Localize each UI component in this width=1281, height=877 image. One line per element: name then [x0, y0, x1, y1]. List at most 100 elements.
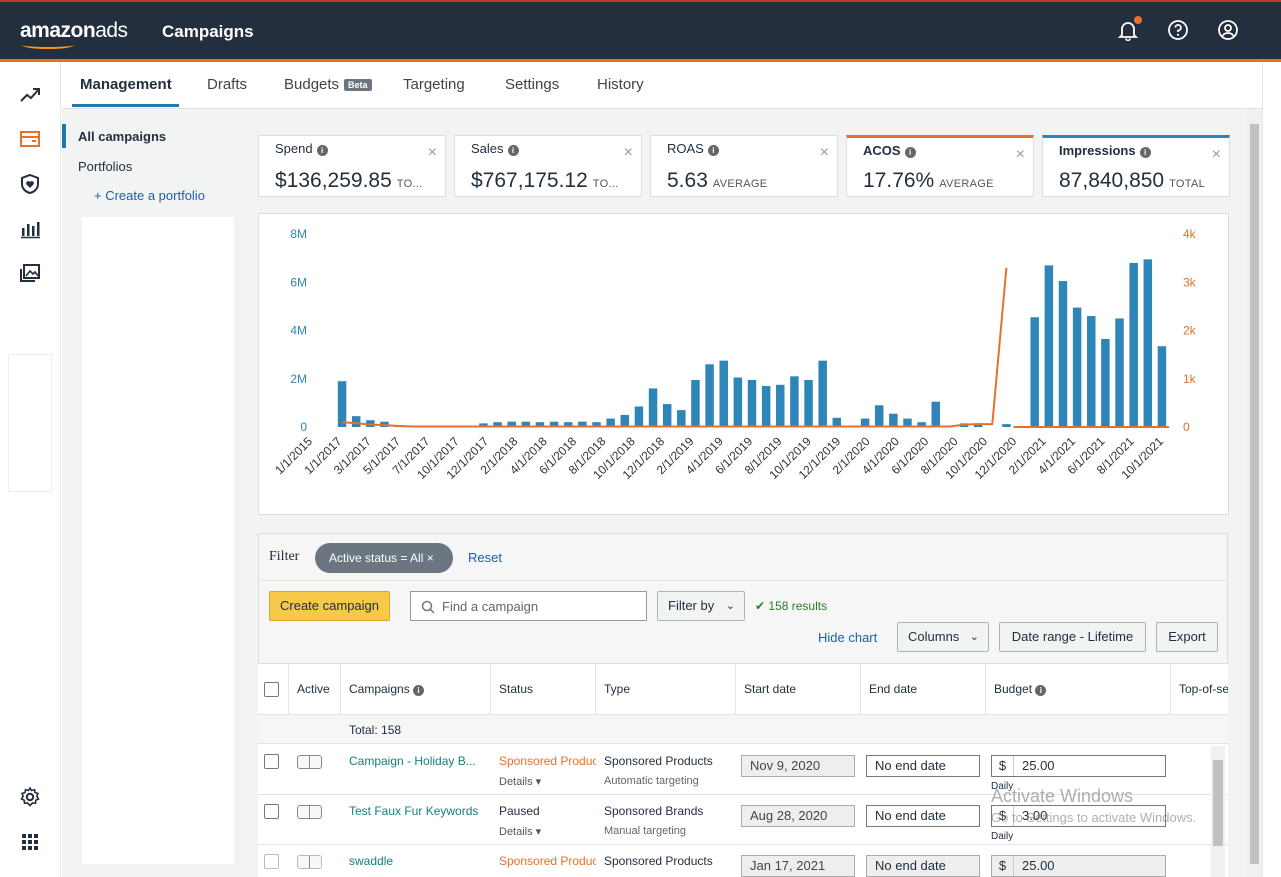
filter-by-label: Filter by	[668, 598, 715, 613]
settings-gear-icon[interactable]	[19, 786, 41, 808]
header-end-date[interactable]: End date	[861, 664, 986, 714]
campaigns-icon[interactable]	[19, 128, 41, 150]
campaign-name-link[interactable]: Campaign - Holiday B...	[349, 754, 476, 768]
tab-drafts[interactable]: Drafts	[207, 76, 248, 93]
end-date-field[interactable]: No end date	[866, 755, 980, 777]
header-top-of-search[interactable]: Top-of-se	[1179, 682, 1228, 696]
status-text: Paused	[499, 804, 540, 818]
chart-svg: 8M6M4M2M04k3k2k1k01/1/20151/1/20173/1/20…	[272, 227, 1196, 482]
table-scroll-thumb[interactable]	[1213, 760, 1223, 846]
spend-bar	[1072, 307, 1082, 427]
spend-bar	[917, 422, 926, 427]
notifications-bell-icon[interactable]	[1117, 16, 1142, 42]
page-scroll-thumb[interactable]	[1250, 124, 1259, 864]
active-toggle[interactable]	[297, 855, 322, 869]
side-active-indicator	[62, 124, 66, 148]
info-icon[interactable]: i	[1035, 685, 1047, 696]
close-icon[interactable]: ×	[819, 144, 829, 161]
header-start-date[interactable]: Start date	[736, 664, 861, 714]
row-checkbox[interactable]	[264, 804, 279, 819]
spend-bar	[1129, 262, 1138, 427]
results-count: ✔ 158 results	[755, 599, 827, 613]
right-axis-tick: 0	[1183, 420, 1190, 434]
chip-close-icon[interactable]: ×	[426, 551, 434, 565]
hide-chart-link[interactable]: Hide chart	[818, 630, 878, 645]
details-dropdown[interactable]: Details ▾	[499, 825, 541, 838]
tab-budgets[interactable]: Budgets Beta	[284, 76, 372, 93]
reset-filter-link[interactable]: Reset	[468, 550, 502, 565]
row-checkbox[interactable]	[264, 854, 279, 869]
budget-input[interactable]: $25.00	[991, 855, 1166, 877]
metric-card-impressions[interactable]: Impressions i 87,840,850 TOTAL ×	[1042, 135, 1230, 197]
spend-bar	[592, 422, 601, 427]
info-icon[interactable]: i	[507, 145, 519, 156]
amazon-ads-logo[interactable]: amazonads	[20, 19, 128, 49]
help-icon[interactable]	[1167, 19, 1189, 41]
close-icon[interactable]: ×	[1211, 146, 1221, 163]
account-icon[interactable]	[1217, 19, 1239, 41]
budget-input[interactable]: $3.00	[991, 805, 1166, 827]
table-scrollbar[interactable]	[1211, 746, 1225, 877]
close-icon[interactable]: ×	[427, 144, 437, 161]
start-date-field[interactable]: Nov 9, 2020	[741, 755, 855, 777]
close-icon[interactable]: ×	[623, 144, 633, 161]
campaign-name-link[interactable]: Test Faux Fur Keywords	[349, 804, 479, 818]
active-toggle[interactable]	[297, 805, 322, 819]
info-icon[interactable]: i	[1139, 147, 1151, 158]
campaign-search-input[interactable]: Find a campaign	[410, 591, 647, 621]
export-button[interactable]: Export	[1156, 622, 1218, 652]
header-budget[interactable]: Budget i	[986, 664, 1171, 714]
active-status-filter-chip[interactable]: Active status = All ×	[315, 543, 453, 573]
columns-dropdown[interactable]: Columns ⌄	[897, 622, 989, 652]
campaign-type: Sponsored Products	[604, 854, 713, 868]
date-range-button[interactable]: Date range - Lifetime	[999, 622, 1146, 652]
side-item-portfolios[interactable]: Portfolios	[78, 159, 133, 174]
divider	[259, 580, 1227, 581]
info-icon[interactable]: i	[413, 685, 425, 696]
spend-bar	[889, 413, 898, 427]
apps-grid-icon[interactable]	[19, 831, 41, 853]
brand-shield-icon[interactable]	[19, 173, 41, 195]
header-status[interactable]: Status	[491, 664, 596, 714]
close-icon[interactable]: ×	[1015, 146, 1025, 163]
side-item-all-campaigns[interactable]: All campaigns	[78, 129, 167, 144]
metric-card-acos[interactable]: ACOS i 17.76% AVERAGE ×	[846, 135, 1034, 197]
metric-card-spend[interactable]: Spend i $136,259.85 TO... ×	[258, 135, 446, 197]
spend-bar	[705, 364, 714, 427]
info-icon[interactable]: i	[316, 145, 328, 156]
create-campaign-button[interactable]: Create campaign	[269, 591, 390, 621]
spend-bar	[1087, 316, 1096, 427]
select-all-checkbox[interactable]	[264, 682, 279, 697]
info-icon[interactable]: i	[904, 147, 916, 158]
info-icon[interactable]: i	[707, 145, 719, 156]
start-date-field[interactable]: Aug 28, 2020	[741, 805, 855, 827]
start-date-field[interactable]: Jan 17, 2021	[741, 855, 855, 877]
active-toggle[interactable]	[297, 755, 322, 769]
active-tab-underline	[72, 104, 179, 107]
row-divider	[258, 844, 1228, 845]
details-dropdown[interactable]: Details ▾	[499, 775, 541, 788]
tab-history[interactable]: History	[597, 76, 644, 93]
end-date-field[interactable]: No end date	[866, 805, 980, 827]
header-active[interactable]: Active	[289, 664, 341, 714]
metric-value: $767,175.12 TO...	[471, 169, 619, 192]
campaign-name-link[interactable]: swaddle	[349, 854, 394, 868]
status-text: Sponsored Produc	[499, 854, 596, 868]
end-date-field[interactable]: No end date	[866, 855, 980, 877]
tab-targeting[interactable]: Targeting	[403, 76, 465, 93]
trend-chart-icon[interactable]	[19, 84, 41, 106]
caret-down-icon: ▾	[532, 826, 542, 838]
reports-bar-icon[interactable]	[19, 218, 41, 240]
budget-input[interactable]: $25.00	[991, 755, 1166, 777]
tab-management[interactable]: Management	[80, 76, 172, 93]
page-scrollbar[interactable]	[1247, 109, 1262, 877]
metric-card-roas[interactable]: ROAS i 5.63 AVERAGE ×	[650, 135, 838, 197]
filter-by-dropdown[interactable]: Filter by ⌄	[657, 591, 745, 621]
header-type[interactable]: Type	[596, 664, 736, 714]
tab-settings[interactable]: Settings	[505, 76, 560, 93]
media-gallery-icon[interactable]	[19, 262, 41, 284]
header-campaigns[interactable]: Campaigns i	[341, 664, 491, 714]
create-portfolio-link[interactable]: + Create a portfolio	[94, 188, 205, 203]
metric-card-sales[interactable]: Sales i $767,175.12 TO... ×	[454, 135, 642, 197]
row-checkbox[interactable]	[264, 754, 279, 769]
